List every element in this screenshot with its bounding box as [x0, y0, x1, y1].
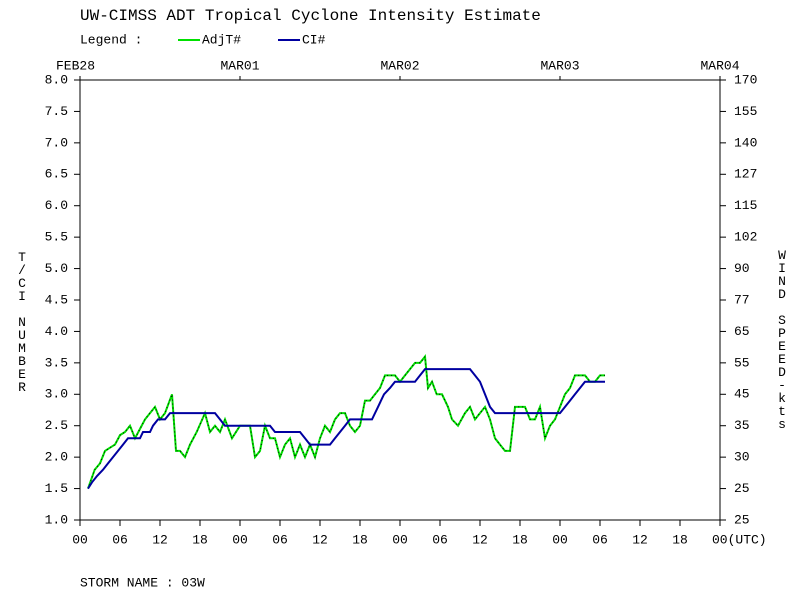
- y2-tick-label: 25: [734, 512, 750, 527]
- y2-tick-label: 102: [734, 230, 757, 245]
- x-tick-label: 06: [272, 532, 288, 547]
- y2-tick-label: 115: [734, 198, 757, 213]
- y2-tick-label: 55: [734, 355, 750, 370]
- y-tick-label: 4.0: [45, 324, 68, 339]
- series-line: [87, 368, 605, 490]
- x-tick-label: 00: [232, 532, 248, 547]
- x-tick-label: 00: [72, 532, 88, 547]
- legend-title: Legend :: [80, 32, 142, 47]
- y2-tick-label: 77: [734, 292, 750, 307]
- legend-label: AdjT#: [202, 32, 241, 47]
- y-tick-label: 8.0: [45, 72, 68, 87]
- x-tick-label: 06: [592, 532, 608, 547]
- series-line: [87, 354, 605, 489]
- y-tick-label: 6.5: [45, 167, 68, 182]
- y-axis-label: T/CI NUMBER: [15, 250, 30, 393]
- y2-tick-label: 45: [734, 387, 750, 402]
- x-tick-label: 06: [432, 532, 448, 547]
- x-tick-label: 12: [152, 532, 168, 547]
- y2-tick-label: 25: [734, 481, 750, 496]
- y2-tick-label: 35: [734, 418, 750, 433]
- footer: STORM NAME : 03W: [80, 575, 205, 590]
- y2-tick-label: 65: [734, 324, 750, 339]
- x-tick-label: 18: [512, 532, 528, 547]
- y-tick-label: 5.0: [45, 261, 68, 276]
- y-tick-label: 3.5: [45, 355, 68, 370]
- x-tick-label: 00(UTC): [712, 532, 767, 547]
- x-tick-label: 00: [552, 532, 568, 547]
- y-tick-label: 7.5: [45, 104, 68, 119]
- y2-tick-label: 155: [734, 104, 757, 119]
- y-tick-label: 1.0: [45, 512, 68, 527]
- x-tick-label: 12: [312, 532, 328, 547]
- y-tick-label: 2.0: [45, 450, 68, 465]
- y-tick-label: 3.0: [45, 387, 68, 402]
- date-label: MAR02: [380, 58, 419, 73]
- y-tick-label: 7.0: [45, 135, 68, 150]
- date-label: MAR01: [220, 58, 259, 73]
- y2-tick-label: 90: [734, 261, 750, 276]
- y-tick-label: 2.5: [45, 418, 68, 433]
- date-label: MAR04: [700, 58, 739, 73]
- y2-tick-label: 127: [734, 167, 757, 182]
- x-tick-label: 18: [672, 532, 688, 547]
- y2-tick-label: 140: [734, 135, 757, 150]
- x-tick-label: 00: [392, 532, 408, 547]
- x-tick-label: 06: [112, 532, 128, 547]
- date-label: MAR03: [540, 58, 579, 73]
- date-label: FEB28: [56, 58, 95, 73]
- x-tick-label: 18: [192, 532, 208, 547]
- y-tick-label: 5.5: [45, 230, 68, 245]
- legend-label: CI#: [302, 32, 326, 47]
- y-tick-label: 4.5: [45, 292, 68, 307]
- y2-axis-label: WIND SPEED-kts: [775, 248, 790, 430]
- x-tick-label: 12: [632, 532, 648, 547]
- chart-title: UW-CIMSS ADT Tropical Cyclone Intensity …: [80, 7, 541, 25]
- x-tick-label: 12: [472, 532, 488, 547]
- y-tick-label: 1.5: [45, 481, 68, 496]
- y2-tick-label: 30: [734, 450, 750, 465]
- x-tick-label: 18: [352, 532, 368, 547]
- y-tick-label: 6.0: [45, 198, 68, 213]
- y2-tick-label: 170: [734, 72, 757, 87]
